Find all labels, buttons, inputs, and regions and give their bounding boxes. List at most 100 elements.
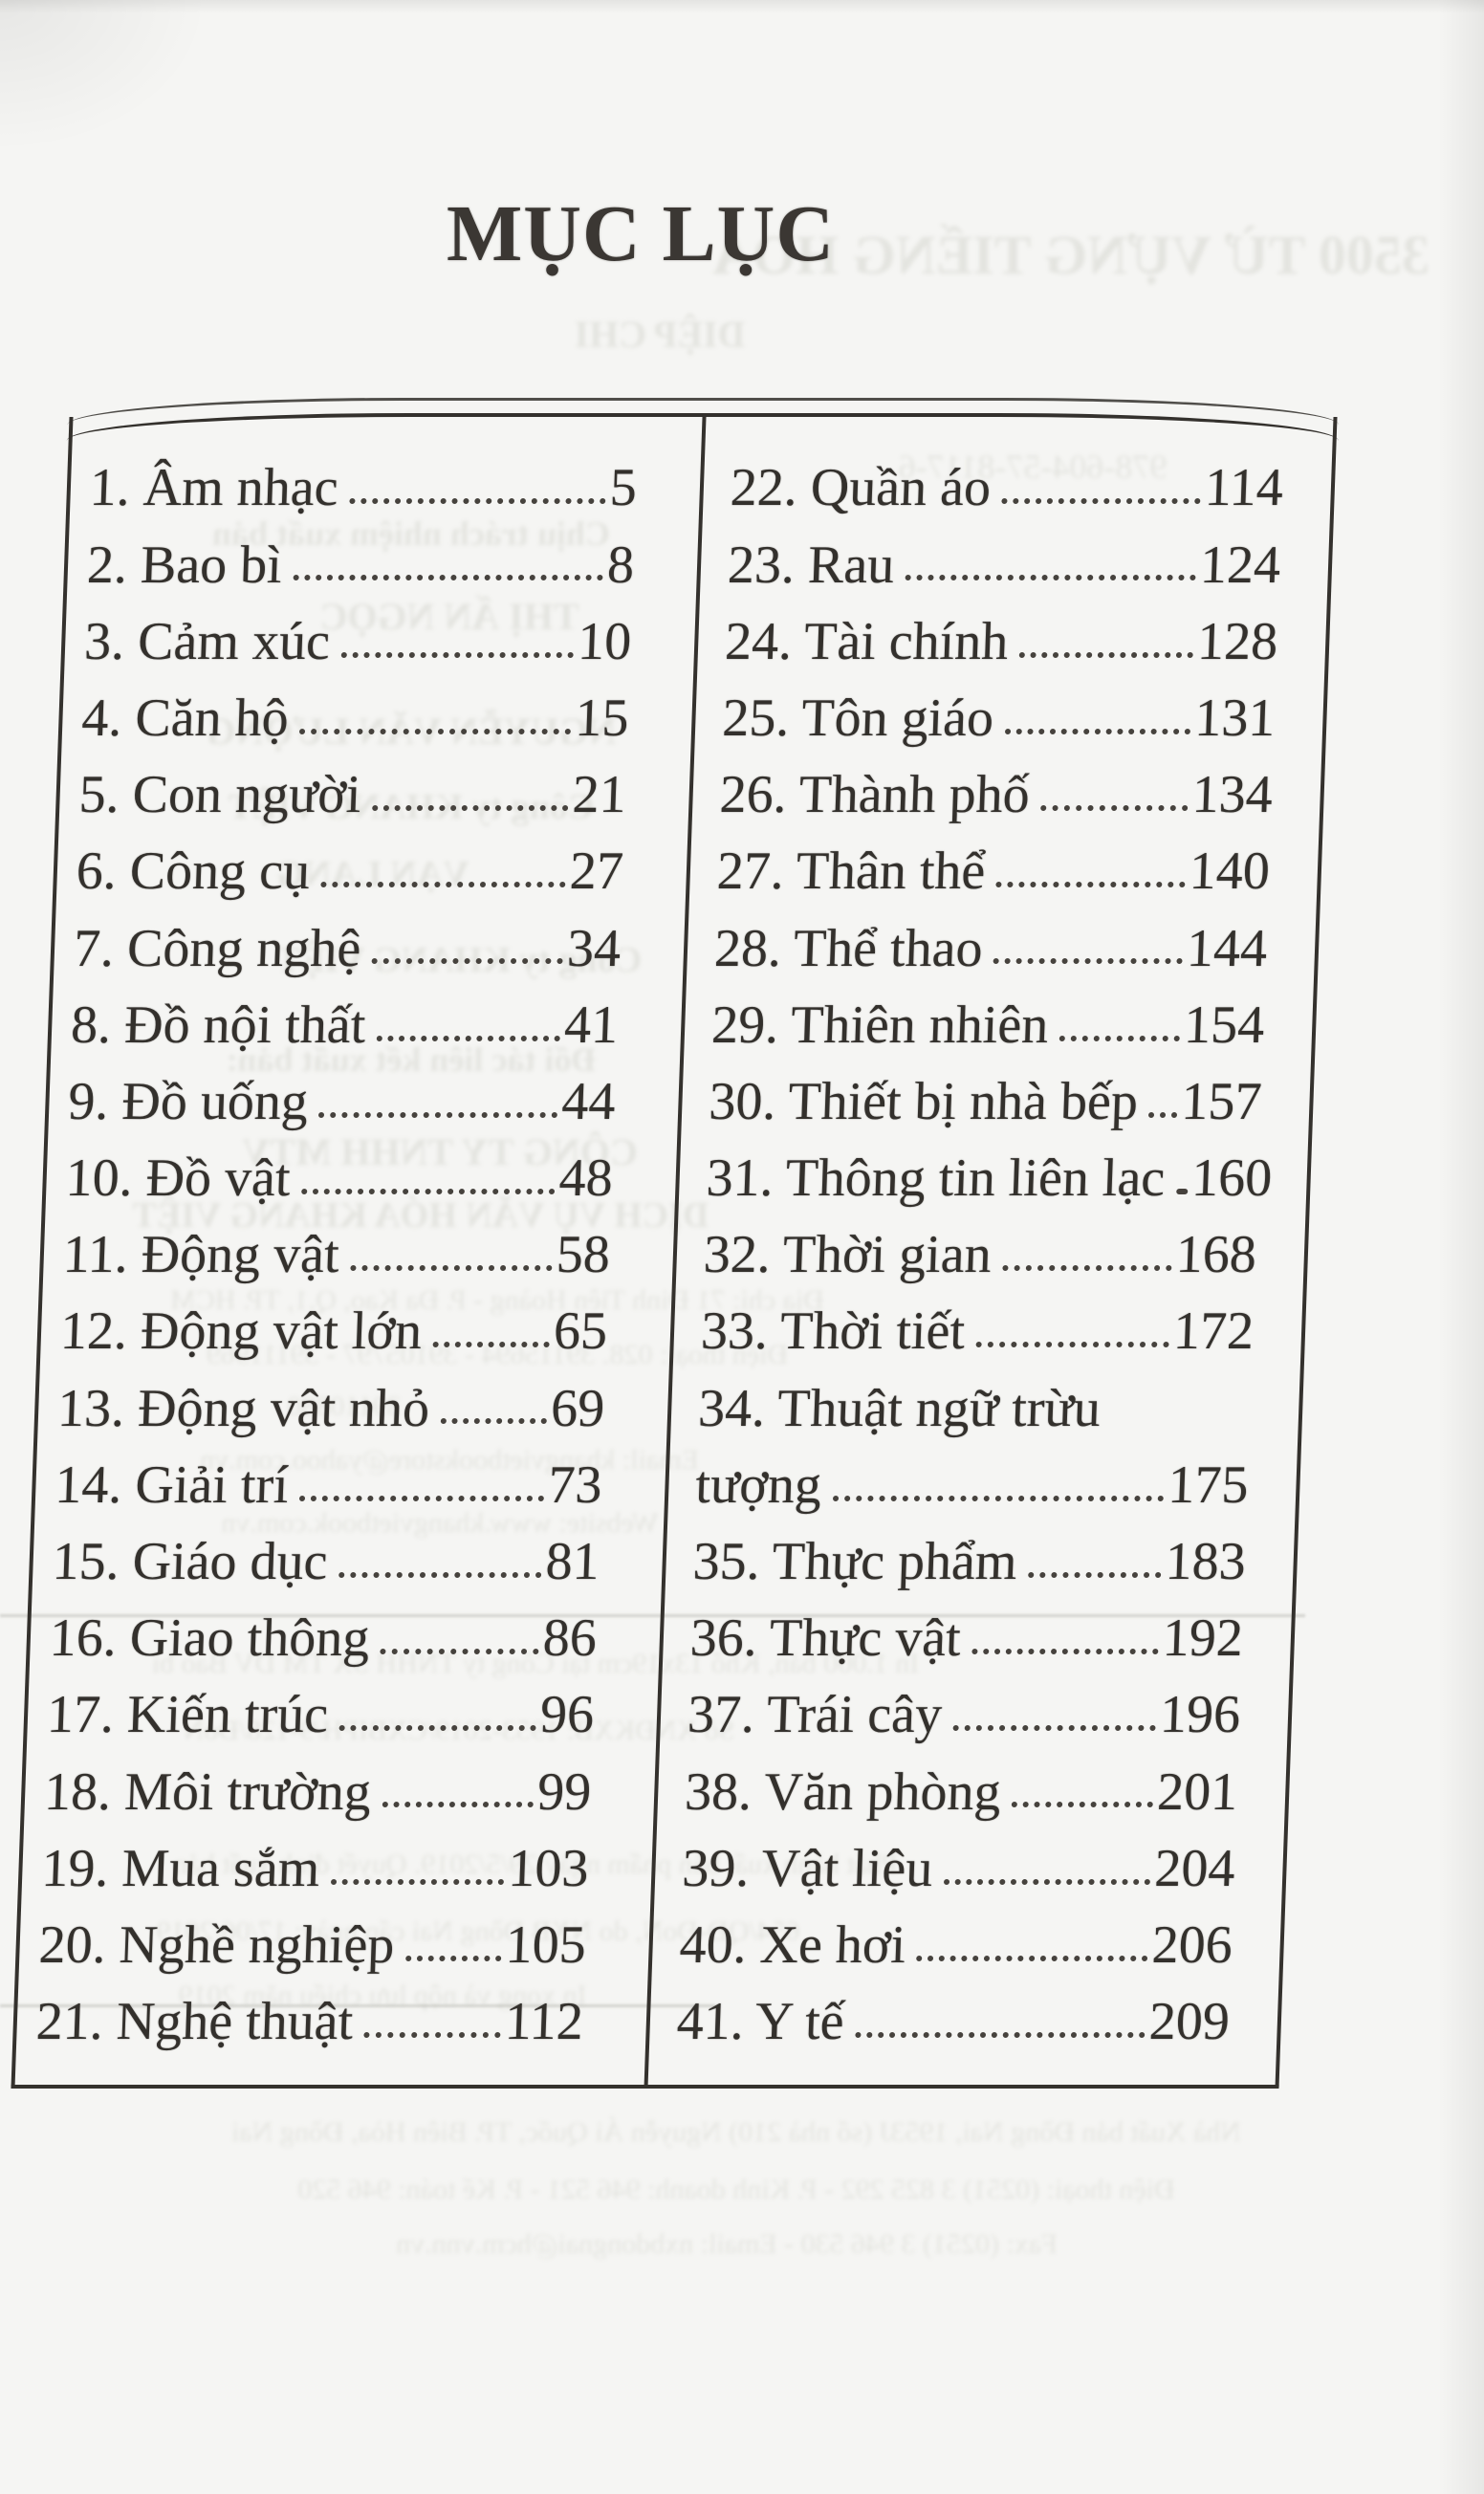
- toc-page-number: 131: [1193, 688, 1277, 748]
- bleed-through-rule: [0, 2004, 715, 2007]
- toc-entry-label: 39. Vật liệu: [681, 1838, 934, 1898]
- dot-leader: [338, 1725, 536, 1732]
- toc-page-number: 99: [536, 1761, 593, 1822]
- toc-entry-label: 13. Động vật nhỏ: [56, 1378, 431, 1438]
- dot-leader: [404, 1955, 502, 1961]
- toc-entry-label: 34. Thuật ngữ trừu: [697, 1378, 1102, 1438]
- dot-leader: [440, 1418, 547, 1425]
- dot-leader: [1148, 1111, 1178, 1118]
- toc-page-number: 15: [574, 688, 630, 748]
- bleed-through-text: DIỆP CHI: [574, 313, 746, 356]
- toc-entry-row: 34. Thuật ngữ trừu: [697, 1369, 1253, 1446]
- dot-leader: [1058, 1035, 1180, 1041]
- dot-leader: [318, 1111, 558, 1118]
- toc-entry-label: 38. Văn phòng: [684, 1761, 1002, 1822]
- toc-entry-row: 7. Công nghệ 34: [73, 909, 622, 986]
- toc-entry-row: 13. Động vật nhỏ 69: [56, 1369, 606, 1446]
- dot-leader: [995, 882, 1186, 888]
- toc-entry-label: 17. Kiến trúc: [46, 1685, 330, 1745]
- toc-page-number: 41: [563, 995, 620, 1055]
- dot-leader: [971, 1649, 1159, 1654]
- scan-edge-right: [1438, 0, 1484, 2494]
- toc-page-number: 34: [566, 918, 622, 978]
- toc-column-left: 1. Âm nhạc 5 2. Bao bì 8 3. Cảm xúc 10 4. Căn …: [35, 449, 639, 2060]
- dot-leader: [1040, 804, 1189, 811]
- toc-frame: 1. Âm nhạc 5 2. Bao bì 8 3. Cảm xúc 10 4. Căn …: [11, 398, 1341, 2089]
- dot-leader: [916, 1955, 1148, 1961]
- toc-entry-label: 11. Động vật: [61, 1225, 340, 1285]
- dot-leader: [330, 1878, 505, 1885]
- toc-entry-row: 38. Văn phòng 201: [684, 1753, 1239, 1829]
- dot-leader: [371, 958, 563, 965]
- dot-leader: [376, 1035, 560, 1041]
- toc-entry-row: 25. Tôn giáo 131: [721, 680, 1277, 756]
- toc-entry-row: 33. Thời tiết 172: [700, 1293, 1255, 1369]
- toc-entry-row: 28. Thể thao 144: [713, 909, 1269, 986]
- toc-entry-row: 24. Tài chính 128: [724, 602, 1279, 679]
- dot-leader: [350, 1265, 553, 1272]
- toc-entry-label: 15. Giáo dục: [51, 1532, 329, 1592]
- toc-entry-row: 37. Trái cây 196: [687, 1676, 1242, 1753]
- toc-page-number: 8: [606, 535, 636, 595]
- dot-leader: [975, 1342, 1169, 1348]
- dot-leader: [299, 1495, 545, 1501]
- toc-entry-row: 18. Môi trường 99: [43, 1753, 593, 1829]
- toc-page-number: 86: [541, 1608, 599, 1669]
- toc-page-number: 124: [1199, 535, 1282, 595]
- toc-entry-label: 9. Đồ uống: [67, 1071, 310, 1131]
- toc-page-number: 206: [1150, 1914, 1233, 1975]
- bleed-through-text: Fax: (0251) 3 946 530 - Email: nxbdongna…: [396, 2228, 1058, 2260]
- toc-entry-row: 29. Thiên nhiên 154: [710, 986, 1266, 1062]
- toc-entry-row: 27. Thân thể 140: [716, 833, 1272, 909]
- toc-entry-row: 11. Động vật 58: [62, 1216, 612, 1293]
- toc-entry-row: 5. Con người 21: [77, 756, 627, 833]
- dot-leader: [340, 651, 574, 658]
- toc-entry-label: 29. Thiên nhiên: [710, 995, 1050, 1055]
- toc-page-number: 69: [550, 1378, 606, 1438]
- dot-leader: [338, 1571, 542, 1578]
- toc-entry-label: 8. Đồ nội thất: [70, 995, 367, 1055]
- toc-entry-label: 4. Căn hộ: [80, 688, 290, 748]
- toc-entry-row: tượng 175: [694, 1446, 1250, 1522]
- dot-leader: [943, 1878, 1151, 1885]
- toc-entry-row: 31. Thông tin liên lạc 160: [705, 1140, 1274, 1216]
- dot-leader: [1175, 1188, 1188, 1194]
- dot-leader: [1004, 728, 1191, 734]
- toc-entry-row: 20. Nghề nghiệp 105: [37, 1907, 587, 1983]
- dot-leader: [380, 1649, 539, 1654]
- toc-page-number: 58: [555, 1225, 612, 1285]
- toc-page-number: 112: [503, 1992, 585, 2052]
- toc-page-number: 65: [553, 1302, 609, 1362]
- bleed-through-text: Điện thoại: (0251) 3 825 292 - P. Kinh d…: [297, 2174, 1175, 2205]
- toc-entry-row: 41. Y tế 209: [676, 1983, 1232, 2060]
- toc-entry-row: 36. Thực vật 192: [689, 1600, 1245, 1676]
- toc-page-number: 192: [1161, 1608, 1245, 1669]
- toc-entry-label: 2. Bao bì: [86, 535, 283, 595]
- toc-page-number: 172: [1172, 1302, 1255, 1362]
- toc-entry-row: 19. Mua sắm 103: [40, 1829, 590, 1906]
- page-title: MỤC LỤC: [447, 189, 835, 278]
- toc-entry-row: 21. Nghệ thuật 112: [35, 1983, 585, 2060]
- dot-leader: [952, 1725, 1156, 1732]
- toc-entry-row: 17. Kiến trúc 96: [46, 1676, 596, 1753]
- toc-entry-label: 21. Nghệ thuật: [34, 1992, 355, 2052]
- toc-entry-label: 5. Con người: [77, 765, 362, 825]
- toc-page-number: 21: [571, 765, 627, 825]
- toc-entry-row: 2. Bao bì 8: [86, 526, 636, 602]
- toc-page-number: 73: [547, 1455, 603, 1515]
- toc-entry-row: 32. Thời gian 168: [703, 1216, 1258, 1293]
- dot-leader: [1002, 1265, 1172, 1272]
- toc-page-number: 168: [1174, 1225, 1258, 1285]
- toc-entry-label: 27. Thân thể: [715, 842, 987, 902]
- toc-page-number: 128: [1196, 611, 1279, 671]
- toc-entry-row: 22. Quần áo 114: [730, 449, 1285, 526]
- toc-entry-row: 8. Đồ nội thất 41: [70, 986, 620, 1062]
- dot-leader: [1027, 1571, 1162, 1578]
- toc-entry-row: 15. Giáo dục 81: [51, 1523, 600, 1600]
- toc-entry-label: 32. Thời gian: [702, 1225, 993, 1285]
- toc-page-number: 140: [1188, 842, 1272, 902]
- toc-entry-label: 30. Thiết bị nhà bếp: [708, 1071, 1140, 1131]
- dot-leader: [1018, 651, 1193, 658]
